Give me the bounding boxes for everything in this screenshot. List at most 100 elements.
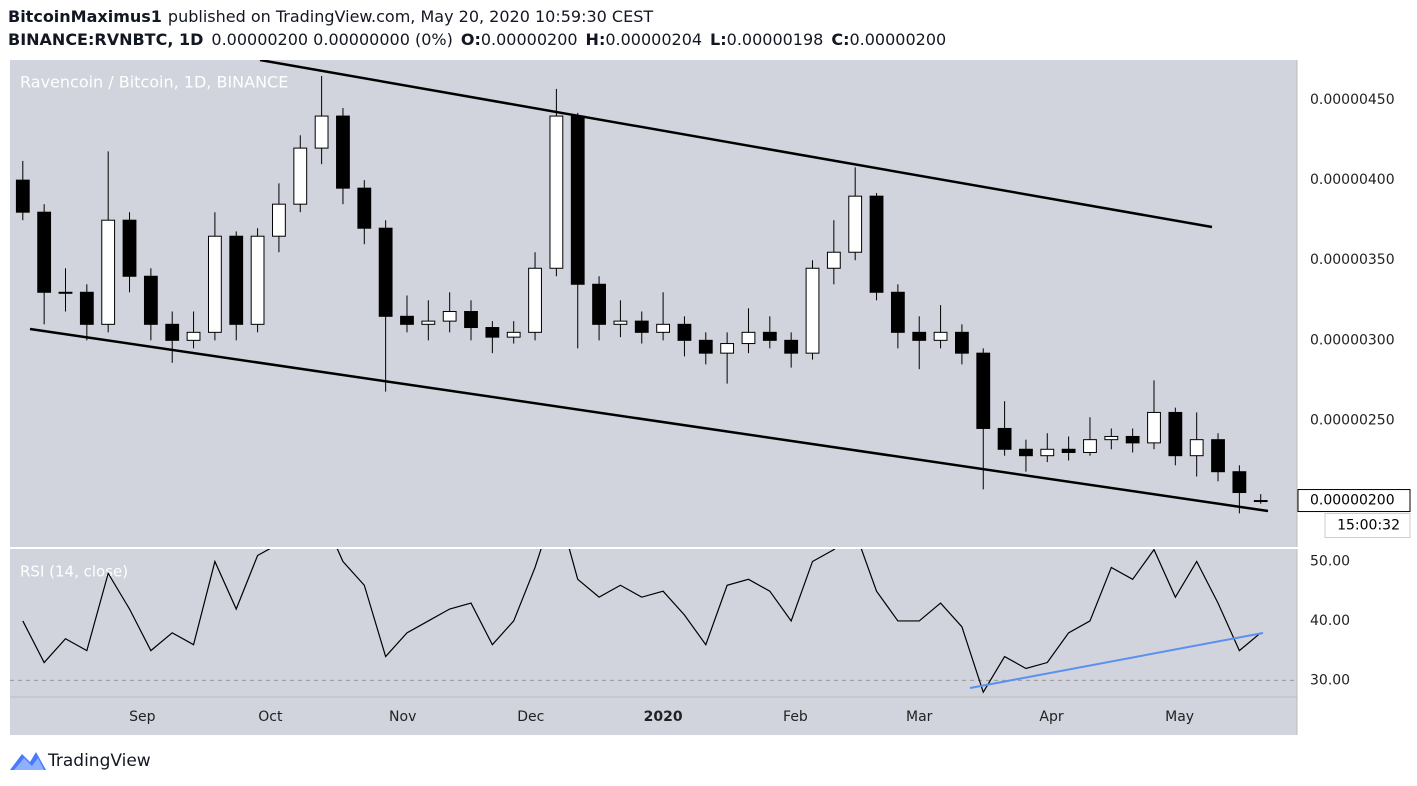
ohlc-label: H: <box>586 30 606 49</box>
candle-body <box>720 343 735 354</box>
candle-body <box>528 267 542 333</box>
rsi-plot <box>10 549 1297 694</box>
logo <box>10 752 46 770</box>
y-tick-label: 0.00000400 <box>1310 172 1395 188</box>
candle-body <box>464 311 478 329</box>
candle-body <box>1189 439 1204 457</box>
candle-body <box>293 147 308 205</box>
change: 0.00000200 0.00000000 (0%) <box>211 30 452 49</box>
x-tick-label: Apr <box>1039 709 1063 725</box>
candle-body <box>741 331 756 345</box>
x-tick-label: Feb <box>783 709 808 725</box>
rsi-line <box>22 549 1262 694</box>
ohlc-label: C: <box>831 30 849 49</box>
candle-body <box>976 352 991 429</box>
ohlc-value: 0.00000198 <box>727 30 824 49</box>
x-tick-label: Mar <box>906 709 933 725</box>
candle-body <box>869 195 884 293</box>
candle-body <box>1019 448 1033 457</box>
last-price-box <box>1297 489 1411 513</box>
candle-body <box>165 323 180 341</box>
candle-body <box>421 320 436 325</box>
candle-body <box>79 291 94 325</box>
y-tick-label: 0.00000450 <box>1310 92 1395 108</box>
chart-title: Ravencoin / Bitcoin, 1D, BINANCE <box>20 73 288 92</box>
ohlc-label: O: <box>461 30 481 49</box>
candle-body <box>357 187 372 229</box>
candle-body <box>1253 500 1268 503</box>
candle-body <box>186 331 201 341</box>
ohlc-value: 0.00000200 <box>481 30 578 49</box>
candle-body <box>592 283 606 325</box>
candle-body <box>272 203 286 237</box>
candle-body <box>378 227 393 317</box>
author: BitcoinMaximus1 <box>8 7 162 26</box>
candle-body <box>15 179 30 213</box>
candle-body <box>997 427 1012 450</box>
candle-body <box>442 311 457 322</box>
candle-body <box>1083 439 1097 453</box>
candle-body <box>1104 435 1119 441</box>
y-tick-label: 0.00000300 <box>1310 332 1395 348</box>
candle-body <box>784 339 799 354</box>
trendline <box>29 327 1269 513</box>
candle-body <box>207 235 222 333</box>
candle-body <box>890 291 905 333</box>
countdown: 15:00:32 <box>1337 518 1400 534</box>
candle-body <box>143 275 158 325</box>
candle-body <box>336 115 350 189</box>
candle-body <box>955 331 969 354</box>
candle-body <box>634 320 649 333</box>
candle-body <box>762 331 777 341</box>
countdown-box <box>1324 513 1411 539</box>
x-tick-label: Oct <box>258 709 283 725</box>
candle-body <box>613 320 628 325</box>
candle-body <box>229 235 244 325</box>
candle-body <box>485 327 500 338</box>
x-tick-label: Dec <box>517 709 544 725</box>
candle-body <box>400 315 414 325</box>
header-line: BINANCE:RVNBTC, 1D 0.00000200 0.00000000 … <box>8 30 946 49</box>
candle-body <box>1232 471 1247 494</box>
candle-body <box>656 323 671 333</box>
x-tick-label: May <box>1165 709 1194 725</box>
brand: TradingView <box>47 751 151 771</box>
rsi-tick-label: 30.00 <box>1310 672 1350 688</box>
candle-body <box>1061 448 1076 453</box>
published: published on TradingView.com, May 20, 20… <box>168 7 653 26</box>
candle-body <box>1125 435 1140 444</box>
y-tick-label: 0.00000350 <box>1310 252 1395 268</box>
time-axis <box>10 697 1297 735</box>
candle-body <box>805 267 820 354</box>
rsi-tick-label: 50.00 <box>1310 553 1350 569</box>
candle-body <box>826 251 841 269</box>
candle-body <box>677 323 692 341</box>
y-tick-label: 0.00000250 <box>1310 412 1395 428</box>
x-tick-label: Sep <box>129 709 156 725</box>
header-line: BitcoinMaximus1 published on TradingView.… <box>8 7 653 26</box>
ohlc-value: 0.00000204 <box>605 30 702 49</box>
price-pane <box>10 60 1297 547</box>
candle-body <box>549 115 564 269</box>
candle-body <box>122 219 137 277</box>
x-tick-label: Nov <box>389 709 416 725</box>
candle-body <box>912 331 927 341</box>
rsi-title: RSI (14, close) <box>20 563 128 581</box>
symbol: BINANCE:RVNBTC, 1D <box>8 30 203 49</box>
rsi-tick-label: 40.00 <box>1310 613 1350 629</box>
ohlc-value: 0.00000200 <box>849 30 946 49</box>
candle-body <box>1211 439 1225 473</box>
candle-body <box>570 115 585 285</box>
trendline <box>259 60 1213 229</box>
last-price-label: 0.00000200 <box>1310 493 1395 509</box>
candle-body <box>1168 411 1183 457</box>
candle-body <box>250 235 265 325</box>
rsi-trendline <box>969 632 1264 689</box>
ohlc-label: L: <box>710 30 727 49</box>
candle-body <box>314 115 329 149</box>
candle-body <box>698 339 713 354</box>
candle-body <box>58 291 73 294</box>
candle-body <box>848 195 863 253</box>
candle-body <box>101 219 116 325</box>
